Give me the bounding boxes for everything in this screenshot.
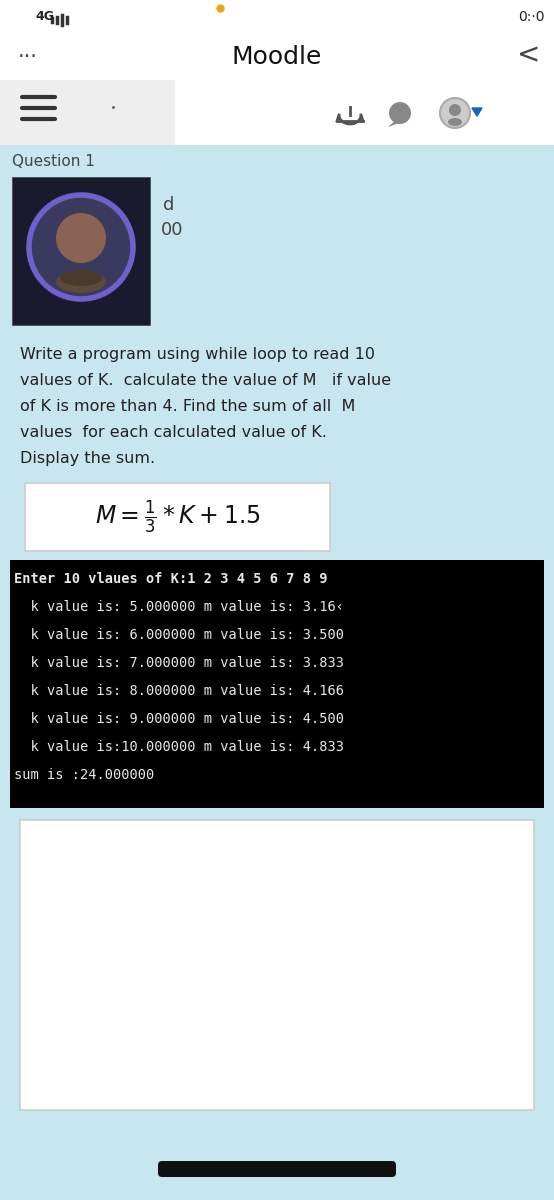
Text: values of K.  calculate the value of M   if value: values of K. calculate the value of M if… <box>20 373 391 388</box>
Bar <box>10 560 544 808</box>
Text: Write a program using while loop to read 10: Write a program using while loop to read… <box>20 347 375 362</box>
Text: 00: 00 <box>161 221 183 239</box>
Circle shape <box>389 102 411 124</box>
Text: ···: ··· <box>18 47 38 67</box>
Circle shape <box>440 98 470 128</box>
Text: k value is: 6.000000 m value is: 3.500: k value is: 6.000000 m value is: 3.500 <box>14 628 344 642</box>
Text: $M = \frac{1}{3} * K + 1.5$: $M = \frac{1}{3} * K + 1.5$ <box>95 498 261 535</box>
Ellipse shape <box>56 271 106 293</box>
Text: sum is :24.000000: sum is :24.000000 <box>14 768 154 782</box>
Text: 0:·0: 0:·0 <box>519 10 545 24</box>
Bar <box>0 80 175 145</box>
FancyBboxPatch shape <box>20 820 534 1110</box>
Circle shape <box>56 214 106 263</box>
Text: 4G: 4G <box>35 11 54 24</box>
Text: Display the sum.: Display the sum. <box>20 451 155 466</box>
Text: k value is: 9.000000 m value is: 4.500: k value is: 9.000000 m value is: 4.500 <box>14 712 344 726</box>
FancyBboxPatch shape <box>158 1162 396 1177</box>
FancyBboxPatch shape <box>25 482 330 551</box>
Text: values  for each calculated value of K.: values for each calculated value of K. <box>20 425 327 440</box>
Text: of K is more than 4. Find the sum of all  M: of K is more than 4. Find the sum of all… <box>20 398 355 414</box>
Ellipse shape <box>60 270 102 286</box>
Text: d: d <box>163 196 175 214</box>
Polygon shape <box>388 121 402 127</box>
Text: k value is: 8.000000 m value is: 4.166: k value is: 8.000000 m value is: 4.166 <box>14 684 344 698</box>
Text: Enter 10 vlaues of K:1 2 3 4 5 6 7 8 9: Enter 10 vlaues of K:1 2 3 4 5 6 7 8 9 <box>14 572 327 586</box>
Bar <box>12 176 150 325</box>
Text: k value is: 7.000000 m value is: 3.833: k value is: 7.000000 m value is: 3.833 <box>14 656 344 670</box>
Text: k value is: 5.000000 m value is: 3.16‹: k value is: 5.000000 m value is: 3.16‹ <box>14 600 344 614</box>
Text: Question 1: Question 1 <box>12 155 95 169</box>
Ellipse shape <box>448 118 462 126</box>
Circle shape <box>449 104 461 116</box>
Polygon shape <box>472 108 482 116</box>
Text: Moodle: Moodle <box>232 44 322 68</box>
Text: k value is:10.000000 m value is: 4.833: k value is:10.000000 m value is: 4.833 <box>14 740 344 754</box>
Text: <: < <box>517 41 540 68</box>
Circle shape <box>29 194 133 299</box>
Bar <box>0 145 554 1200</box>
